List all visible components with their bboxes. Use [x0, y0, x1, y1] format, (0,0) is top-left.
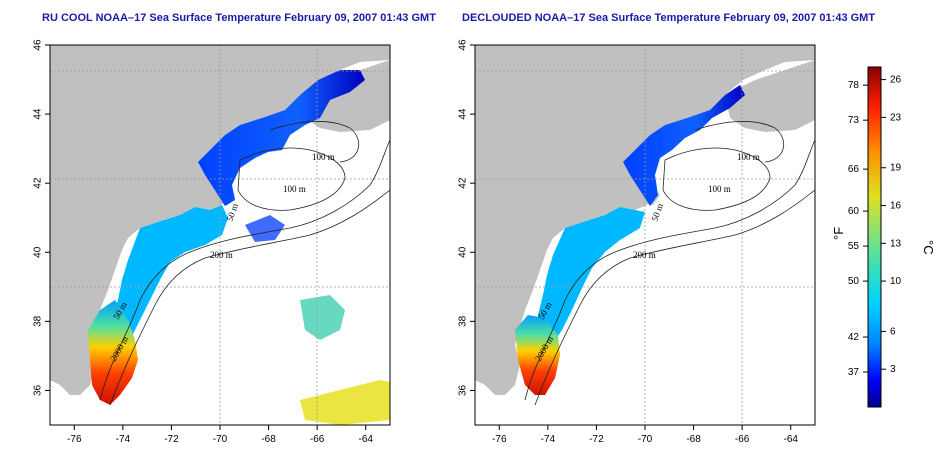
lon-tick-label: -70: [638, 434, 653, 445]
temperature-colorbar: 78 73 66 60 55 50 42 37 26 23 19 16 13 10 6 3 °F °C: [831, 66, 936, 408]
fahrenheit-tick-label: 50: [848, 276, 860, 287]
svg-text:50 m: 50 m: [224, 202, 240, 223]
right-map-panel: 100 m 100 m 50 m 200 m 50 m 2000 m -76 -7…: [458, 39, 816, 445]
lon-tick-label: -74: [116, 434, 131, 445]
lat-tick-label: 40: [458, 246, 469, 258]
celsius-tick-label: 3: [890, 364, 896, 375]
lon-tick-label: -68: [686, 434, 701, 445]
lat-tick-label: 42: [33, 177, 44, 189]
lat-tick-label: 38: [33, 315, 44, 327]
left-lon-axis: -76 -74 -72 -70 -68 -66 -64: [67, 425, 373, 445]
land-mass: [50, 45, 390, 395]
right-lon-axis: -76 -74 -72 -70 -68 -66 -64: [492, 425, 798, 445]
svg-text:100 m: 100 m: [708, 184, 731, 194]
svg-text:50 m: 50 m: [649, 202, 665, 223]
lat-tick-label: 36: [33, 384, 44, 396]
svg-text:200 m: 200 m: [633, 250, 656, 260]
lon-tick-label: -76: [492, 434, 507, 445]
lon-tick-label: -64: [783, 434, 798, 445]
lon-tick-label: -66: [735, 434, 750, 445]
sst-gulf-of-maine: [623, 85, 745, 206]
sst-offshore-warm: [300, 380, 390, 425]
lon-tick-label: -74: [541, 434, 556, 445]
lat-tick-label: 46: [458, 39, 469, 51]
svg-text:200 m: 200 m: [210, 250, 233, 260]
lat-tick-label: 44: [33, 108, 44, 120]
svg-text:100 m: 100 m: [283, 184, 306, 194]
lon-tick-label: -72: [164, 434, 179, 445]
left-map-panel: 100 m 100 m 50 m 200 m 50 m 2000 m -76 -7…: [33, 39, 391, 445]
colorbar-gradient: [867, 66, 882, 408]
celsius-tick-label: 6: [890, 326, 896, 337]
fahrenheit-tick-label: 60: [848, 206, 860, 217]
land-mass: [475, 45, 815, 395]
celsius-tick-label: 16: [890, 201, 902, 212]
sst-offshore-patch: [300, 295, 345, 340]
lat-tick-label: 42: [458, 177, 469, 189]
right-lat-axis: 36 38 40 42 44 46: [458, 39, 475, 396]
celsius-tick-label: 10: [890, 276, 902, 287]
left-panel-title: RU COOL NOAA–17 Sea Surface Temperature …: [42, 12, 436, 24]
lat-tick-label: 40: [33, 246, 44, 258]
land-mass-nova-scotia: [725, 60, 815, 132]
fahrenheit-tick-label: 55: [848, 241, 860, 252]
fahrenheit-tick-label: 37: [848, 367, 860, 378]
sst-gulf-of-maine: [198, 70, 365, 206]
svg-text:100 m: 100 m: [312, 152, 335, 162]
sst-gulf-stream: [515, 315, 560, 395]
land-mass-nova-scotia: [300, 60, 390, 132]
fahrenheit-tick-label: 66: [848, 164, 860, 175]
map-gridlines: [475, 45, 815, 425]
left-lat-axis: 36 38 40 42 44 46: [33, 39, 50, 396]
celsius-tick-label: 26: [890, 75, 902, 86]
lat-tick-label: 46: [33, 39, 44, 51]
celsius-tick-label: 23: [890, 112, 902, 123]
svg-text:100 m: 100 m: [737, 152, 760, 162]
map-gridlines: [50, 45, 390, 425]
lon-tick-label: -68: [261, 434, 276, 445]
fahrenheit-scale: 78 73 66 60 55 50 42 37: [848, 80, 868, 378]
fahrenheit-tick-label: 42: [848, 332, 860, 343]
fahrenheit-axis-label: °F: [831, 227, 846, 240]
lon-tick-label: -72: [589, 434, 604, 445]
sst-gulf-stream: [88, 300, 138, 405]
celsius-tick-label: 19: [890, 163, 902, 174]
celsius-tick-label: 13: [890, 238, 902, 249]
bathymetry-contours: [99, 121, 391, 406]
lon-tick-label: -76: [67, 434, 82, 445]
bathymetry-contours: [524, 121, 816, 406]
right-panel-title: DECLOUDED NOAA–17 Sea Surface Temperatur…: [462, 12, 876, 24]
lat-tick-label: 36: [458, 384, 469, 396]
fahrenheit-tick-label: 73: [848, 115, 860, 126]
celsius-axis-label: °C: [921, 240, 936, 255]
lat-tick-label: 38: [458, 315, 469, 327]
lon-tick-label: -66: [310, 434, 325, 445]
lat-tick-label: 44: [458, 108, 469, 120]
lon-tick-label: -64: [358, 434, 373, 445]
celsius-scale: 26 23 19 16 13 10 6 3: [881, 75, 902, 375]
sst-scattered-blue: [245, 215, 285, 242]
sst-shelf-water: [110, 205, 228, 355]
fahrenheit-tick-label: 78: [848, 80, 860, 91]
lon-tick-label: -70: [213, 434, 228, 445]
sst-shelf-water: [538, 207, 645, 345]
